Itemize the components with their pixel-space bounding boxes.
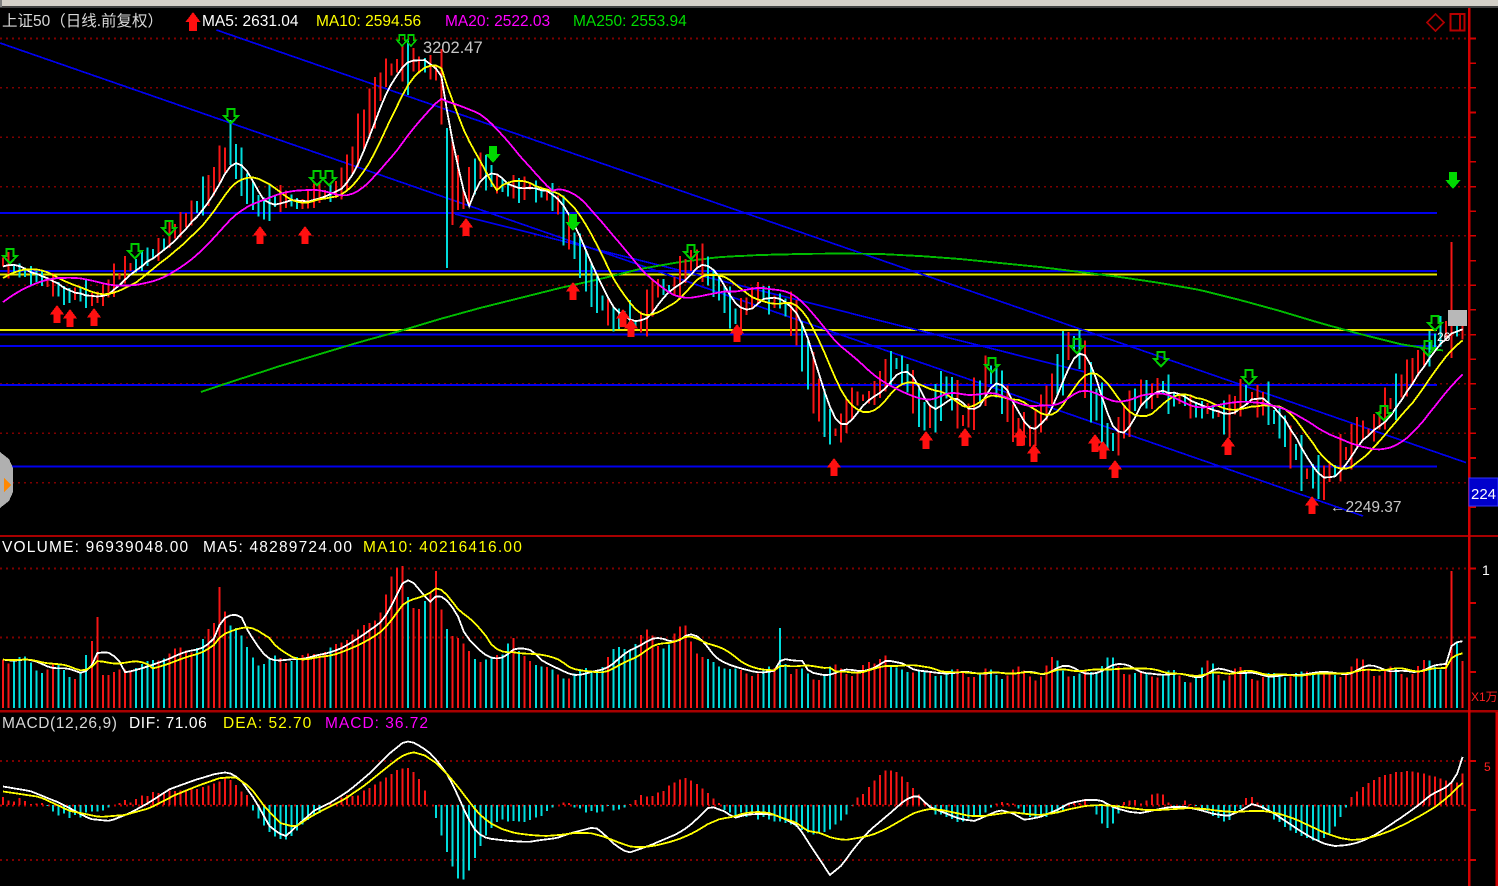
svg-text:←2249.37: ←2249.37 [1330,499,1402,516]
svg-text:MA20: 2522.03: MA20: 2522.03 [445,13,550,30]
svg-text:VOLUME: 96939048.00: VOLUME: 96939048.00 [2,539,189,556]
svg-text:26: 26 [1437,330,1451,344]
svg-text:224: 224 [1471,486,1496,503]
svg-text:MA5: 48289724.00: MA5: 48289724.00 [203,539,353,556]
svg-text:X1万: X1万 [1471,690,1498,704]
svg-text:MACD: 36.72: MACD: 36.72 [325,715,429,732]
svg-text:5: 5 [1484,760,1491,774]
svg-text:1: 1 [1482,562,1490,578]
svg-text:MA5: 2631.04: MA5: 2631.04 [202,13,299,30]
svg-text:MA250: 2553.94: MA250: 2553.94 [573,13,687,30]
svg-text:MA10: 2594.56: MA10: 2594.56 [316,13,421,30]
svg-text:MACD(12,26,9): MACD(12,26,9) [2,715,117,732]
svg-text:DEA: 52.70: DEA: 52.70 [223,715,312,732]
svg-text:上证50（日线.前复权）: 上证50（日线.前复权） [2,12,163,30]
svg-text:MA10: 40216416.00: MA10: 40216416.00 [363,539,523,556]
svg-text:3202.47: 3202.47 [423,39,483,57]
svg-text:DIF: 71.06: DIF: 71.06 [129,715,207,732]
